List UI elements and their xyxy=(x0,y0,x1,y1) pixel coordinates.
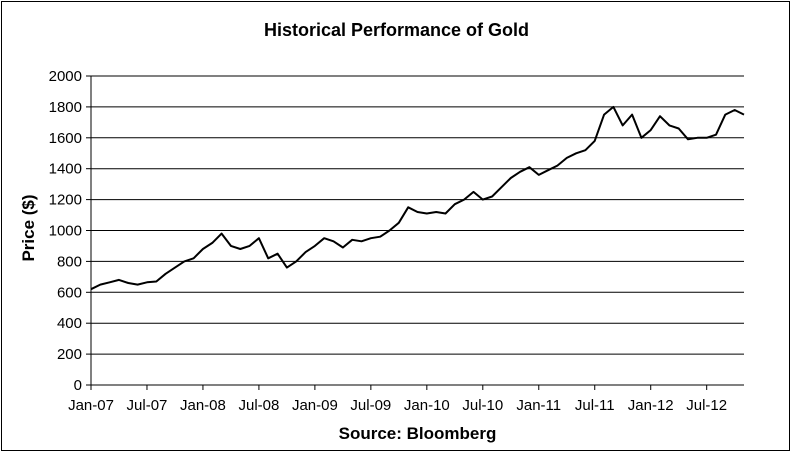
x-axis-label: Source: Bloomberg xyxy=(338,424,497,443)
y-tick-label: 800 xyxy=(57,253,82,270)
gold-price-line xyxy=(90,105,745,291)
x-tick-label: Jul-11 xyxy=(575,397,615,414)
y-tick-label: 1800 xyxy=(49,99,82,116)
x-tick-label: Jan-12 xyxy=(628,397,674,414)
x-tick-label: Jul-09 xyxy=(350,397,391,414)
y-tick-label: 1000 xyxy=(49,223,82,240)
x-tick-label: Jan-08 xyxy=(180,397,226,414)
x-tick-label: Jan-09 xyxy=(292,397,338,414)
x-tick-label: Jan-10 xyxy=(404,397,450,414)
y-tick-label: 600 xyxy=(57,284,82,301)
y-tick-label: 400 xyxy=(57,315,82,332)
y-tick-label: 1200 xyxy=(49,192,82,209)
x-tick-label: Jul-12 xyxy=(686,397,727,414)
y-tick-label: 1600 xyxy=(49,130,82,147)
y-tick-label: 200 xyxy=(57,346,82,363)
x-tick-label: Jan-07 xyxy=(68,397,114,414)
x-tick-label: Jul-07 xyxy=(127,397,168,414)
x-tick-label: Jul-10 xyxy=(462,397,503,414)
y-tick-label: 0 xyxy=(74,377,82,394)
y-tick-label: 2000 xyxy=(49,68,82,85)
y-tick-label: 1400 xyxy=(49,161,82,178)
x-tick-label: Jul-08 xyxy=(238,397,279,414)
chart-title: Historical Performance of Gold xyxy=(263,20,530,40)
x-tick-label: Jan-11 xyxy=(516,397,561,414)
